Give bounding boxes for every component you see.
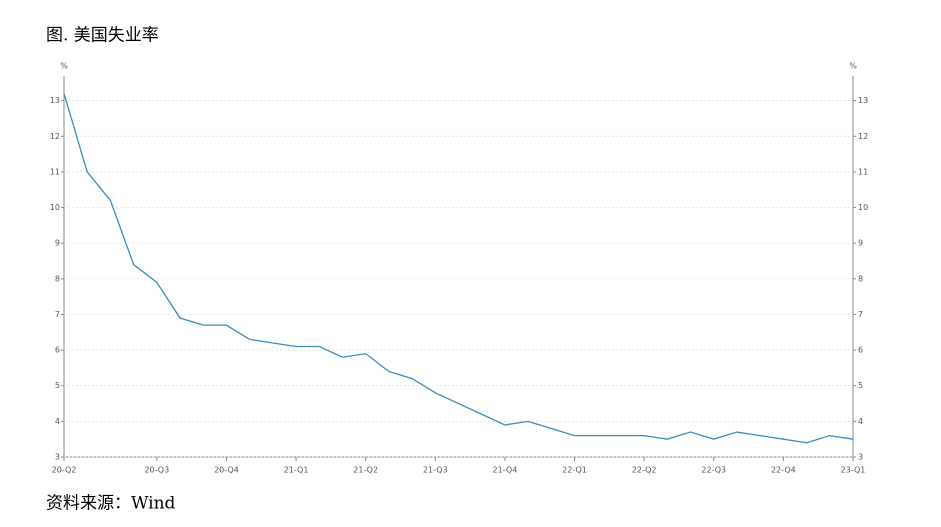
y-tick-label: 4 [55, 417, 60, 426]
source-note: 资料来源：Wind [46, 494, 176, 514]
x-tick-label: 21-Q3 [423, 466, 448, 475]
y-tick-label: 3 [55, 453, 60, 462]
x-tick-label: 22-Q4 [771, 466, 796, 475]
y2-tick-label: 4 [858, 417, 863, 426]
y2-tick-label: 11 [858, 167, 868, 176]
x-tick-label: 22-Q2 [632, 466, 657, 475]
x-tick-label: 23-Q1 [841, 466, 866, 475]
line-series [63, 93, 854, 444]
y-tick-label: 8 [55, 274, 60, 283]
y-axis-unit: % [60, 62, 68, 71]
y2-tick-label: 6 [858, 346, 863, 355]
y-tick-label: 13 [50, 96, 60, 105]
y2-tick-label: 5 [858, 381, 863, 390]
y-tick-label: 11 [50, 167, 60, 176]
x-tick-label: 21-Q2 [353, 466, 378, 475]
y-tick-label: 9 [55, 239, 60, 248]
y2-tick-label: 8 [858, 274, 863, 283]
y-tick-label: 10 [50, 203, 60, 212]
y2-tick-label: 3 [858, 453, 863, 462]
y2-tick-label: 7 [858, 310, 863, 319]
x-tick-label: 20-Q2 [52, 466, 77, 475]
y2-tick-label: 13 [858, 96, 868, 105]
y2-tick-label: 10 [858, 203, 868, 212]
x-tick-label: 22-Q1 [562, 466, 587, 475]
x-tick-label: 20-Q3 [144, 466, 169, 475]
x-tick-label: 20-Q4 [214, 466, 239, 475]
y-tick-label: 12 [50, 132, 60, 141]
y2-axis-unit: % [849, 62, 857, 71]
y-tick-label: 7 [55, 310, 60, 319]
x-tick-label: 21-Q1 [284, 466, 309, 475]
y-tick-label: 6 [55, 346, 60, 355]
y2-tick-label: 12 [858, 132, 868, 141]
x-tick-label: 22-Q3 [701, 466, 726, 475]
y-tick-label: 5 [55, 381, 60, 390]
x-tick-label: 21-Q4 [493, 466, 518, 475]
y2-tick-label: 9 [858, 239, 863, 248]
chart-title: 图. 美国失业率 [46, 26, 159, 46]
